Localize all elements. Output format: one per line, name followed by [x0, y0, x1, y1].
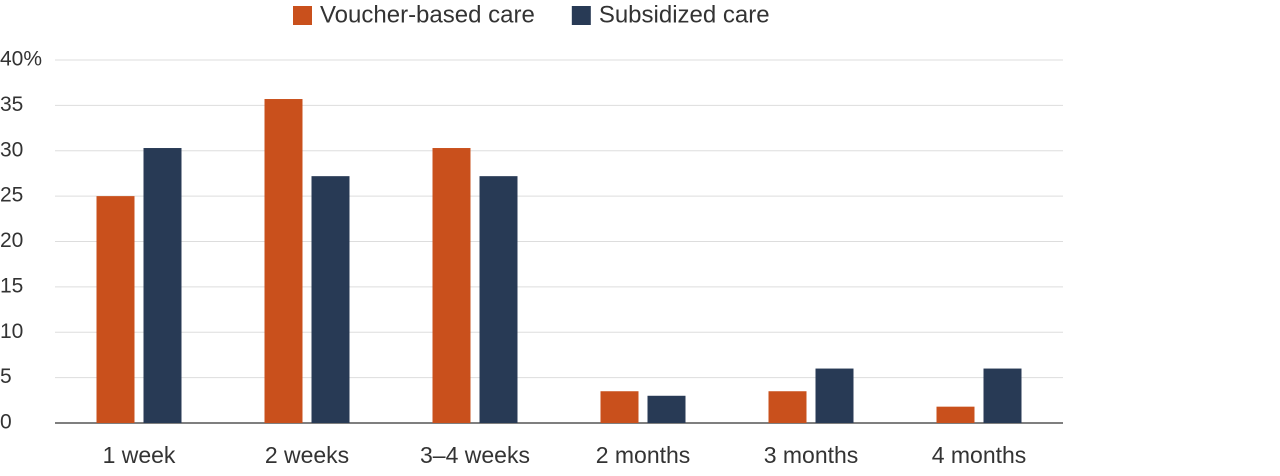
bar	[479, 176, 518, 423]
x-tick-label: 4 months	[932, 442, 1027, 468]
x-tick-label: 3–4 weeks	[420, 442, 530, 468]
y-tick-label: 0	[0, 411, 12, 434]
x-tick-label: 3 months	[764, 442, 859, 468]
x-tick-label: 2 months	[596, 442, 691, 468]
bar	[600, 391, 639, 423]
bar	[311, 176, 350, 423]
bar	[264, 99, 303, 424]
bar	[768, 391, 807, 423]
bar	[647, 395, 686, 423]
bar	[936, 406, 975, 423]
legend-swatch	[571, 6, 591, 25]
y-tick-label: 10	[0, 320, 23, 343]
y-tick-label: 40%	[0, 48, 42, 71]
y-tick-label: 20	[0, 229, 23, 252]
y-tick-label: 25	[0, 184, 23, 207]
y-tick-label: 35	[0, 93, 23, 116]
bar	[143, 148, 182, 423]
y-tick-label: 5	[0, 365, 12, 388]
bar	[96, 196, 135, 423]
bar	[815, 368, 854, 423]
x-tick-label: 2 weeks	[265, 442, 349, 468]
bar	[983, 368, 1022, 423]
y-tick-label: 30	[0, 138, 23, 161]
x-tick-label: 1 week	[103, 442, 176, 468]
legend-label: Voucher-based care	[320, 1, 535, 28]
legend-swatch	[293, 6, 312, 25]
legend-label: Subsidized care	[599, 1, 770, 28]
y-tick-label: 15	[0, 274, 23, 297]
bar	[432, 148, 471, 423]
